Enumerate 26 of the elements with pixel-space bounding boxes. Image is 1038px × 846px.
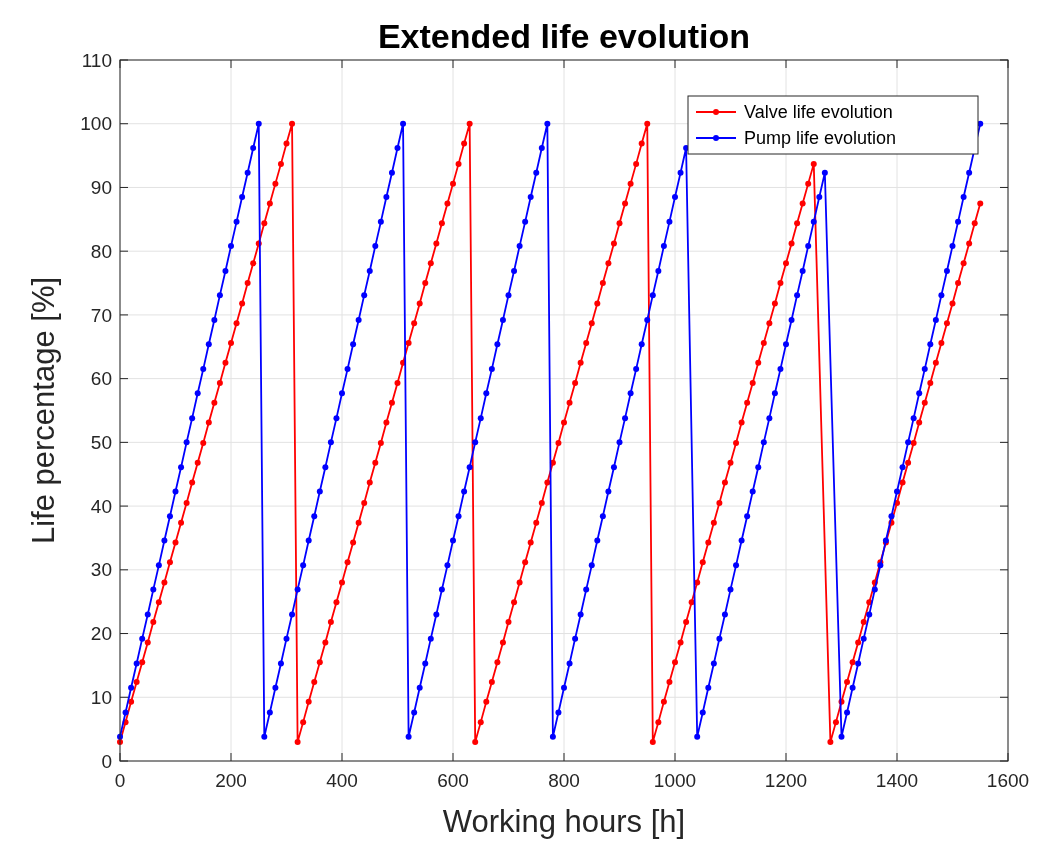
y-tick-label: 40 [90,495,112,517]
x-tick-label: 1600 [986,770,1030,791]
y-tick-label: 80 [90,240,112,262]
x-tick-label: 1000 [653,770,697,791]
y-tick-label: 20 [90,623,112,645]
legend-label: Valve life evolution [744,102,893,123]
y-tick-label: 10 [90,686,112,708]
y-tick-label: 90 [90,177,112,199]
x-tick-label: 1200 [764,770,808,791]
x-tick-label: 600 [437,770,469,791]
y-tick-label: 60 [90,368,112,390]
y-tick-label: 30 [90,559,112,581]
y-axis-title: Life percentage [%] [26,276,61,545]
x-tick-label: 1400 [875,770,919,791]
chart-title: Extended life evolution [377,17,751,55]
x-tick-label: 800 [548,770,580,791]
y-tick-label: 110 [81,49,112,71]
x-axis-title: Working hours [h] [442,804,686,839]
x-tick-label: 400 [326,770,358,791]
y-tick-label: 70 [90,304,112,326]
legend-label: Pump life evolution [744,128,897,149]
y-tick-label: 100 [80,113,112,135]
x-tick-label: 200 [215,770,247,791]
y-tick-label: 50 [90,432,112,454]
x-tick-label: 0 [114,770,126,791]
y-tick-label: 0 [101,750,112,772]
